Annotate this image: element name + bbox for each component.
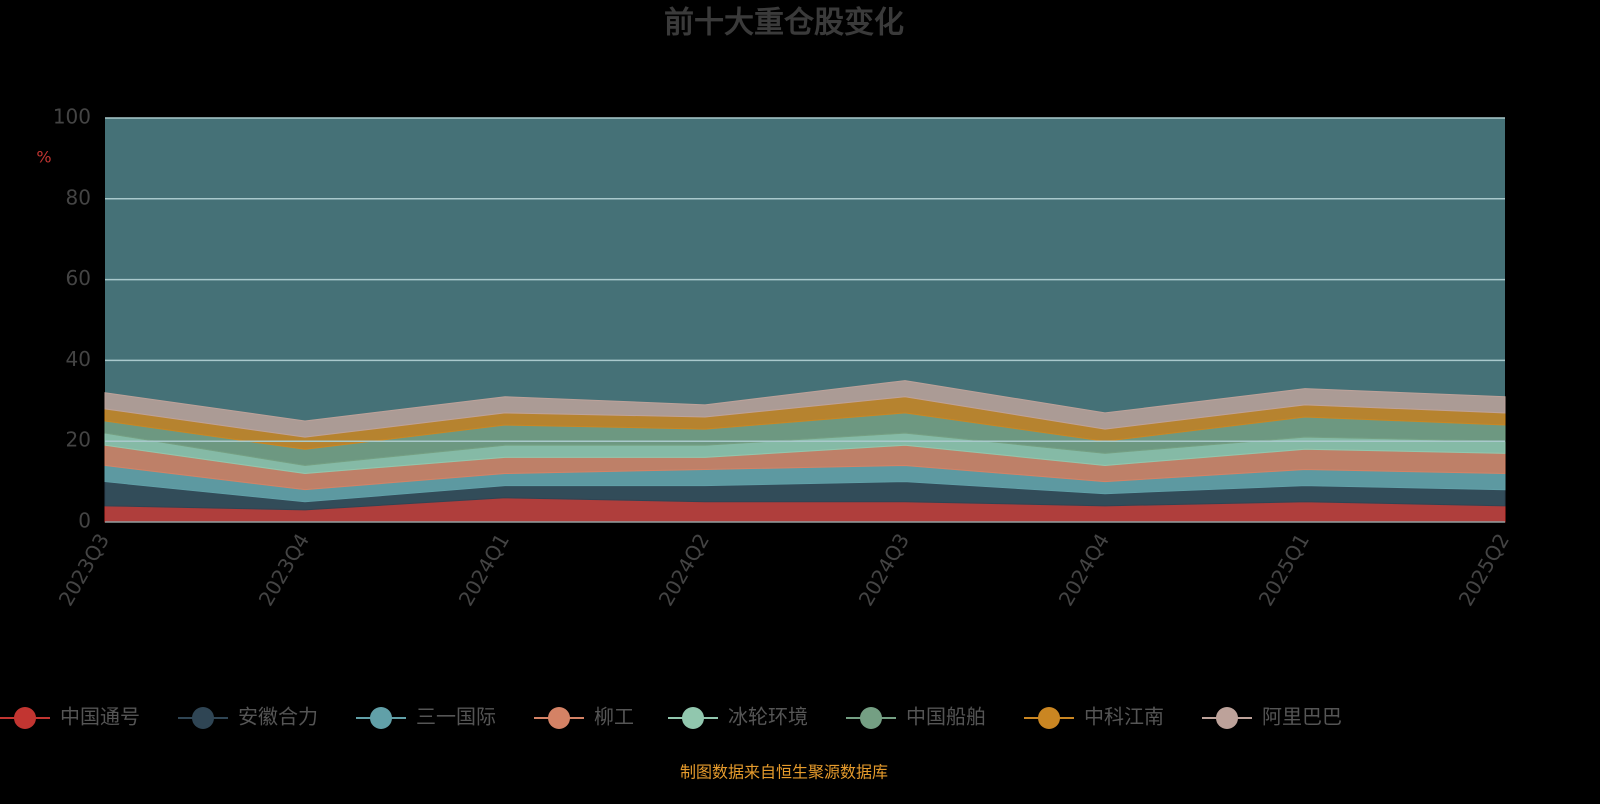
x-tick-label: 2024Q3 [854,529,914,610]
legend-marker [548,707,570,729]
y-tick-label: 0 [78,509,91,533]
legend-marker [370,707,392,729]
x-tick-label: 2024Q2 [654,529,714,610]
legend-label: 三一国际 [416,705,496,729]
legend-marker [1216,707,1238,729]
source-note: 制图数据来自恒生聚源数据库 [680,763,888,782]
y-tick-label: 40 [66,347,91,371]
x-tick-label: 2023Q3 [54,529,114,610]
y-tick-label: 80 [66,185,91,209]
legend-label: 阿里巴巴 [1262,705,1342,729]
legend-marker [14,707,36,729]
x-tick-label: 2025Q2 [1454,529,1514,610]
y-tick-label: 100 [53,105,91,129]
x-tick-label: 2023Q4 [254,529,314,610]
x-tick-label: 2024Q1 [454,529,514,610]
chart-title: 前十大重仓股变化 [664,6,904,41]
legend-label: 冰轮环境 [728,705,808,729]
area [104,380,1506,438]
legend-label: 柳工 [594,705,634,729]
legend-label: 中国船舶 [906,705,986,729]
legend-marker [192,707,214,729]
legend-label: 中国通号 [60,705,140,729]
x-tick-label: 2025Q1 [1254,529,1314,610]
legend-marker [1038,707,1060,729]
legend-label: 中科江南 [1084,705,1164,729]
y-tick-label: 60 [66,266,91,290]
y-unit: % [36,148,51,167]
legend-label: 安徽合力 [238,705,318,729]
legend-marker [860,707,882,729]
legend-marker [682,707,704,729]
y-tick-label: 20 [66,428,91,452]
x-tick-label: 2024Q4 [1054,529,1114,610]
